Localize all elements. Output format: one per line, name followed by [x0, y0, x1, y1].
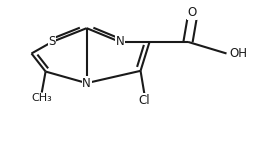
- Text: S: S: [48, 35, 56, 48]
- Text: OH: OH: [229, 47, 247, 60]
- Text: N: N: [116, 35, 124, 48]
- Text: O: O: [187, 6, 197, 20]
- Text: CH₃: CH₃: [31, 93, 52, 102]
- Text: N: N: [82, 77, 91, 90]
- Text: Cl: Cl: [139, 94, 150, 107]
